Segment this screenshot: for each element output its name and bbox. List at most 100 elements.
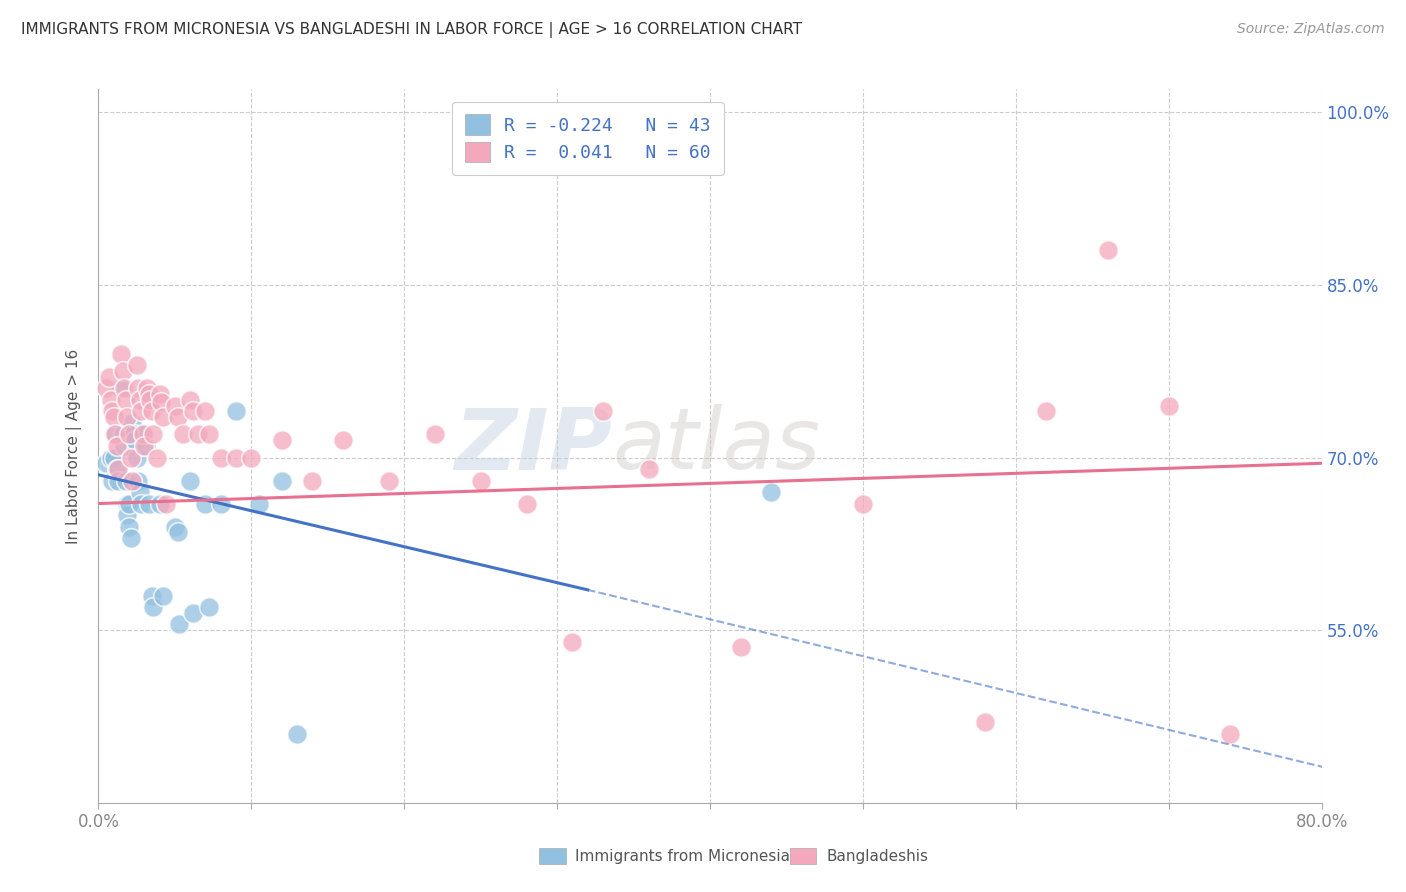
Point	[240, 450, 263, 465]
Point	[152, 410, 174, 425]
Point	[197, 600, 219, 615]
Point	[637, 462, 661, 476]
Point	[121, 474, 143, 488]
Point	[117, 410, 139, 425]
Point	[121, 416, 143, 430]
Point	[136, 381, 159, 395]
Point	[149, 497, 172, 511]
Point	[103, 427, 125, 442]
Point	[141, 589, 163, 603]
Point	[194, 497, 217, 511]
Point	[101, 404, 124, 418]
Point	[128, 485, 150, 500]
Legend: R = -0.224   N = 43, R =  0.041   N = 60: R = -0.224 N = 43, R = 0.041 N = 60	[451, 102, 724, 175]
Point	[111, 364, 134, 378]
Point	[301, 474, 323, 488]
Point	[118, 519, 141, 533]
Text: ZIP: ZIP	[454, 404, 612, 488]
Point	[115, 474, 138, 488]
Point	[197, 427, 219, 442]
Point	[1157, 399, 1180, 413]
Point	[128, 392, 150, 407]
Point	[107, 462, 129, 476]
Y-axis label: In Labor Force | Age > 16: In Labor Force | Age > 16	[66, 349, 83, 543]
Point	[94, 381, 117, 395]
Point	[194, 404, 217, 418]
Point	[225, 404, 247, 418]
Point	[179, 474, 201, 488]
Point	[138, 497, 160, 511]
Point	[134, 427, 156, 442]
Point	[516, 497, 538, 511]
Point	[135, 439, 157, 453]
Point	[112, 381, 135, 395]
Point	[120, 450, 142, 465]
Point	[110, 381, 132, 395]
Point	[139, 392, 162, 407]
Point	[103, 450, 125, 465]
Point	[141, 404, 163, 418]
Point	[155, 497, 177, 511]
Text: atlas: atlas	[612, 404, 820, 488]
Point	[209, 450, 232, 465]
Point	[270, 434, 292, 448]
Point	[129, 404, 152, 418]
Text: IMMIGRANTS FROM MICRONESIA VS BANGLADESHI IN LABOR FORCE | AGE > 16 CORRELATION : IMMIGRANTS FROM MICRONESIA VS BANGLADESH…	[21, 22, 801, 38]
Point	[179, 392, 201, 407]
Point	[332, 434, 354, 448]
Point	[110, 347, 132, 361]
Point	[100, 392, 122, 407]
Point	[187, 427, 209, 442]
Point	[134, 439, 156, 453]
Point	[163, 399, 186, 413]
Point	[181, 404, 204, 418]
Point	[592, 404, 614, 418]
Point	[142, 427, 165, 442]
Point	[145, 450, 167, 465]
Point	[107, 474, 129, 488]
Point	[112, 439, 135, 453]
Point	[1035, 404, 1057, 418]
Point	[152, 589, 174, 603]
Point	[138, 387, 160, 401]
Point	[122, 427, 145, 442]
Point	[101, 474, 124, 488]
Point	[181, 606, 204, 620]
Point	[470, 474, 492, 488]
Point	[163, 519, 186, 533]
Point	[94, 456, 117, 470]
Point	[730, 640, 752, 655]
Point	[100, 450, 122, 465]
Point	[167, 410, 190, 425]
Point	[118, 497, 141, 511]
Point	[423, 427, 446, 442]
Point	[98, 370, 121, 384]
Point	[1097, 244, 1119, 258]
Point	[167, 525, 190, 540]
Text: Bangladeshis: Bangladeshis	[827, 849, 928, 863]
Point	[172, 427, 194, 442]
Point	[142, 600, 165, 615]
Point	[561, 634, 583, 648]
Point	[285, 727, 308, 741]
Point	[852, 497, 875, 511]
Text: Source: ZipAtlas.com: Source: ZipAtlas.com	[1237, 22, 1385, 37]
Point	[247, 497, 270, 511]
Point	[129, 497, 152, 511]
Point	[117, 508, 139, 522]
Point	[125, 450, 148, 465]
Point	[105, 462, 128, 476]
Point	[378, 474, 401, 488]
Point	[124, 434, 146, 448]
Point	[169, 617, 191, 632]
FancyBboxPatch shape	[790, 848, 817, 864]
Point	[104, 427, 127, 442]
Point	[225, 450, 247, 465]
Point	[1219, 727, 1241, 741]
Point	[759, 485, 782, 500]
Point	[127, 474, 149, 488]
Point	[209, 497, 232, 511]
Point	[132, 427, 155, 442]
Point	[120, 531, 142, 545]
Point	[118, 427, 141, 442]
